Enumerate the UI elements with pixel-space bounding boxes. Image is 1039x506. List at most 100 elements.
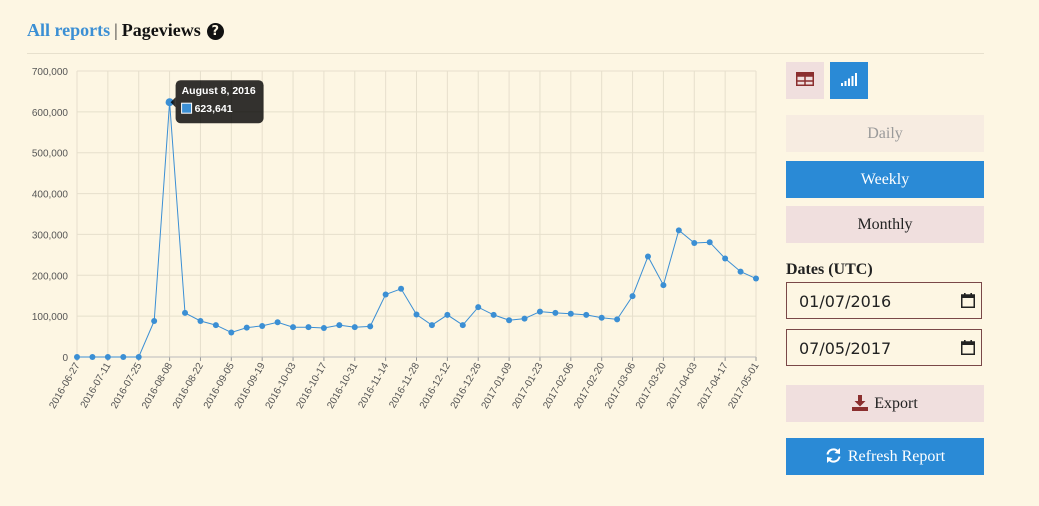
data-point	[536, 308, 543, 315]
x-tick-label: 2016-07-25	[109, 361, 144, 411]
start-date-input[interactable]: 01/07/2016	[786, 282, 982, 319]
x-tick-label: 2016-06-27	[47, 361, 82, 411]
refresh-label: Refresh Report	[847, 448, 946, 465]
y-tick-label: 0	[62, 353, 68, 364]
data-point	[151, 318, 158, 325]
download-icon	[852, 394, 869, 411]
data-point	[506, 317, 513, 324]
help-icon[interactable]: ?	[206, 23, 224, 40]
data-point	[614, 316, 621, 323]
data-point	[135, 354, 142, 360]
x-tick-label: 2016-07-11	[79, 361, 114, 411]
data-point	[120, 354, 127, 360]
data-point	[320, 324, 327, 331]
data-point	[521, 315, 528, 322]
data-point	[753, 275, 759, 282]
data-point	[351, 324, 358, 331]
end-date-input[interactable]: 07/05/2017	[786, 329, 982, 366]
x-tick-label: 2017-02-20	[572, 361, 607, 411]
header-divider	[27, 53, 984, 54]
x-tick-label: 2016-11-14	[356, 361, 391, 411]
data-point	[197, 318, 204, 325]
x-tick-label: 2016-12-12	[418, 361, 453, 411]
x-tick-label: 2017-04-17	[696, 361, 731, 411]
export-button[interactable]: Export	[786, 385, 984, 422]
data-point	[444, 311, 451, 318]
x-tick-label: 2017-01-09	[480, 361, 515, 411]
x-tick-label: 2016-09-05	[202, 361, 237, 411]
refresh-report-button[interactable]: Refresh Report	[786, 438, 984, 475]
y-tick-label: 600,000	[32, 108, 69, 119]
data-point	[691, 240, 698, 247]
x-tick-label: 2017-05-01	[726, 361, 761, 411]
data-point	[737, 268, 744, 275]
chart-icon	[841, 72, 857, 86]
x-tick-label: 2017-03-06	[603, 361, 638, 411]
chart-tooltip: August 8, 2016 623,641	[170, 80, 264, 124]
data-point	[583, 311, 590, 318]
page-header: All reports | Pageviews?	[27, 20, 224, 41]
tooltip-value: 623,641	[195, 103, 233, 115]
data-point	[305, 324, 312, 331]
calendar-icon[interactable]	[961, 340, 975, 355]
data-point	[490, 311, 497, 318]
data-point	[706, 239, 713, 246]
tooltip-date: August 8, 2016	[182, 85, 256, 97]
data-point	[274, 319, 281, 326]
x-tick-label: 2016-09-19	[233, 361, 268, 411]
monthly-button[interactable]: Monthly	[786, 206, 984, 243]
data-point	[459, 322, 466, 329]
export-label: Export	[874, 394, 918, 412]
data-point	[475, 304, 482, 311]
data-point	[104, 354, 111, 360]
data-point	[367, 323, 374, 330]
tooltip-swatch	[181, 102, 193, 114]
x-tick-label: 2016-11-28	[387, 361, 422, 411]
header-separator: |	[114, 20, 118, 40]
data-point	[567, 310, 574, 317]
data-point	[644, 253, 651, 260]
weekly-button[interactable]: Weekly	[786, 161, 984, 198]
all-reports-link[interactable]: All reports	[27, 20, 111, 40]
y-tick-label: 300,000	[32, 230, 69, 241]
x-tick-label: 2016-12-26	[449, 361, 484, 411]
x-tick-label: 2016-10-17	[294, 361, 329, 411]
x-tick-label: 2016-10-31	[325, 361, 360, 411]
data-point	[89, 354, 96, 360]
data-point	[290, 324, 297, 331]
table-icon	[796, 72, 814, 86]
x-tick-label: 2016-08-22	[171, 361, 206, 411]
data-point	[660, 282, 667, 289]
data-point	[675, 227, 682, 234]
data-point	[243, 324, 250, 331]
y-tick-label: 500,000	[32, 149, 69, 160]
table-view-button[interactable]	[786, 62, 824, 99]
start-date-value: 01/07/2016	[799, 292, 892, 311]
x-tick-label: 2016-10-03	[264, 361, 299, 411]
data-point	[598, 314, 605, 321]
data-point	[629, 293, 636, 300]
chart-view-button[interactable]	[830, 62, 868, 99]
y-tick-label: 100,000	[32, 312, 69, 323]
y-tick-label: 700,000	[32, 67, 69, 78]
y-tick-label: 400,000	[32, 190, 69, 201]
data-point	[182, 309, 189, 316]
data-point	[398, 285, 405, 292]
data-point	[428, 322, 435, 329]
data-point	[74, 354, 80, 360]
data-point	[336, 322, 343, 329]
x-tick-label: 2017-01-23	[510, 361, 545, 411]
x-tick-label: 2017-04-03	[665, 361, 700, 411]
calendar-icon[interactable]	[961, 293, 975, 308]
pageviews-chart: 0 100,000 200,000 300,000 400,000 500,000 600,…	[32, 67, 762, 411]
data-point	[259, 322, 266, 329]
daily-button[interactable]: Daily	[786, 115, 984, 152]
data-point	[413, 311, 420, 318]
y-tick-label: 200,000	[32, 271, 69, 282]
x-tick-label: 2017-02-06	[541, 361, 576, 411]
end-date-value: 07/05/2017	[799, 339, 892, 358]
data-point	[382, 291, 389, 298]
x-tick-label: 2016-08-08	[140, 361, 175, 411]
dates-label: Dates (UTC)	[786, 261, 873, 278]
refresh-icon	[826, 448, 841, 463]
